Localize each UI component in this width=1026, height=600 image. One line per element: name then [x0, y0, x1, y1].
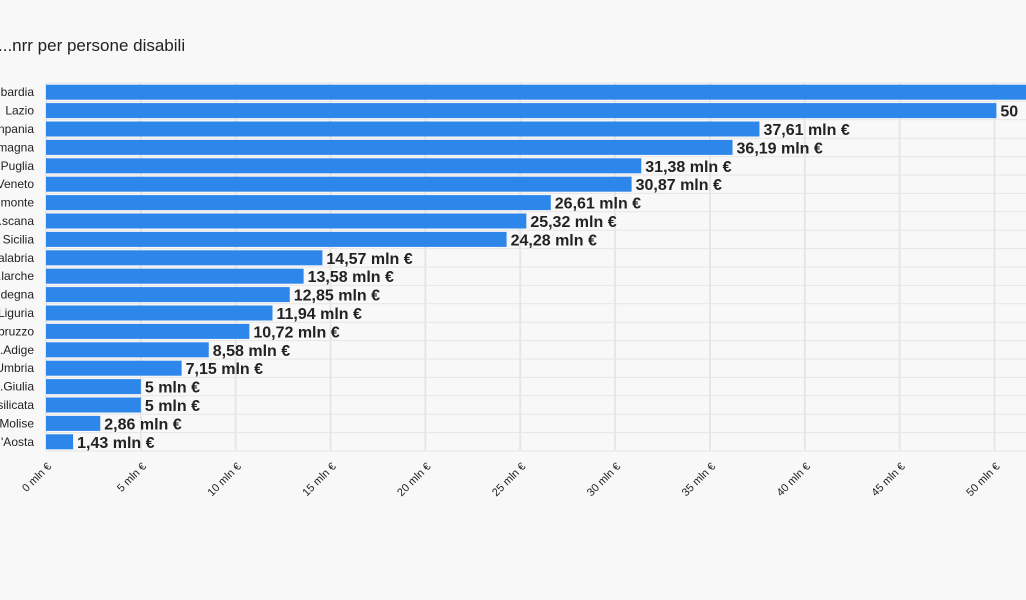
value-label: 5 mln € — [145, 380, 200, 397]
value-label: 50 — [1000, 104, 1018, 121]
value-labels: 50 37,61 mln €36,19 mln € 31,38 mln €30,87… — [77, 104, 1018, 452]
x-tick-label: 5 mln € — [115, 461, 149, 495]
x-tick-label: 40 mln € — [775, 461, 813, 499]
bar — [46, 360, 182, 376]
x-tick-label: 50 mln € — [964, 461, 1002, 499]
bar — [46, 342, 209, 358]
category-label: ...alabria — [0, 251, 34, 265]
bar — [46, 305, 273, 321]
x-tick-label: 0 mln € — [20, 461, 54, 495]
category-labels: ...bardia Lazio ...npania ...magna Puglia Ven… — [0, 85, 34, 449]
x-tick-label: 15 mln € — [300, 461, 338, 499]
value-label: 7,15 mln € — [186, 361, 263, 378]
category-label: ...'Aosta — [0, 435, 34, 449]
bar — [46, 158, 642, 174]
bar — [46, 139, 733, 155]
category-label: ...magna — [0, 140, 34, 154]
value-label: 14,57 mln € — [326, 251, 412, 268]
x-axis-ticks: 0 mln € 5 mln € 10 mln € 15 mln € 20 mln € 25… — [20, 461, 1002, 499]
chart-title: ...nrr per persone disabili — [0, 36, 186, 55]
value-label: 26,61 mln € — [555, 196, 641, 213]
x-tick-label: 30 mln € — [585, 461, 623, 499]
bar — [46, 287, 290, 303]
category-label: Liguria — [0, 306, 34, 320]
x-tick-label: 10 mln € — [205, 461, 243, 499]
value-label: 12,85 mln € — [294, 288, 380, 305]
bar — [46, 379, 141, 395]
value-label: 11,94 mln € — [277, 306, 362, 323]
x-tick-label: 35 mln € — [680, 461, 718, 499]
bar — [46, 176, 632, 192]
category-label: Sicilia — [3, 232, 35, 246]
bar — [46, 434, 74, 450]
value-label: 2,86 mln € — [104, 416, 181, 433]
value-label: 36,19 mln € — [737, 140, 823, 157]
category-label: ...Umbria — [0, 361, 34, 375]
bar — [46, 268, 304, 284]
category-label: Veneto — [0, 177, 34, 191]
value-label: 30,87 mln € — [636, 177, 722, 194]
category-label: Lazio — [5, 104, 34, 118]
bar — [46, 121, 760, 137]
bar — [46, 415, 101, 431]
bar — [46, 84, 1026, 100]
bar-layer — [46, 84, 1026, 450]
value-label: 1,43 mln € — [77, 435, 154, 452]
bar — [46, 103, 997, 119]
x-tick-label: 45 mln € — [869, 461, 907, 499]
value-label: 31,38 mln € — [645, 159, 731, 176]
value-label: 8,58 mln € — [213, 343, 290, 360]
bar — [46, 397, 141, 413]
category-label: ...bruzzo — [0, 324, 34, 338]
category-label: ...Adige — [0, 343, 34, 357]
category-label: ...monte — [0, 196, 34, 210]
bar — [46, 213, 527, 229]
category-label: ...Giulia — [0, 380, 34, 394]
category-label: ...npania — [0, 122, 34, 136]
value-label: 5 mln € — [145, 398, 200, 415]
bar — [46, 323, 250, 339]
x-tick-label: 20 mln € — [395, 461, 433, 499]
category-label: Molise — [0, 416, 34, 430]
bar — [46, 195, 551, 211]
bar — [46, 250, 323, 266]
value-label: 24,28 mln € — [511, 232, 597, 249]
value-label: 10,72 mln € — [253, 324, 339, 341]
category-label: ...larche — [0, 269, 34, 283]
x-tick-label: 25 mln € — [490, 461, 528, 499]
value-label: 25,32 mln € — [530, 214, 616, 231]
category-label: ...scana — [0, 214, 34, 228]
value-label: 37,61 mln € — [763, 122, 849, 139]
bar — [46, 231, 507, 247]
category-label: Puglia — [1, 159, 35, 173]
category-label: ...degna — [0, 288, 34, 302]
category-label: ...silicata — [0, 398, 34, 412]
value-label: 13,58 mln € — [308, 269, 394, 286]
category-label: ...bardia — [0, 85, 34, 99]
